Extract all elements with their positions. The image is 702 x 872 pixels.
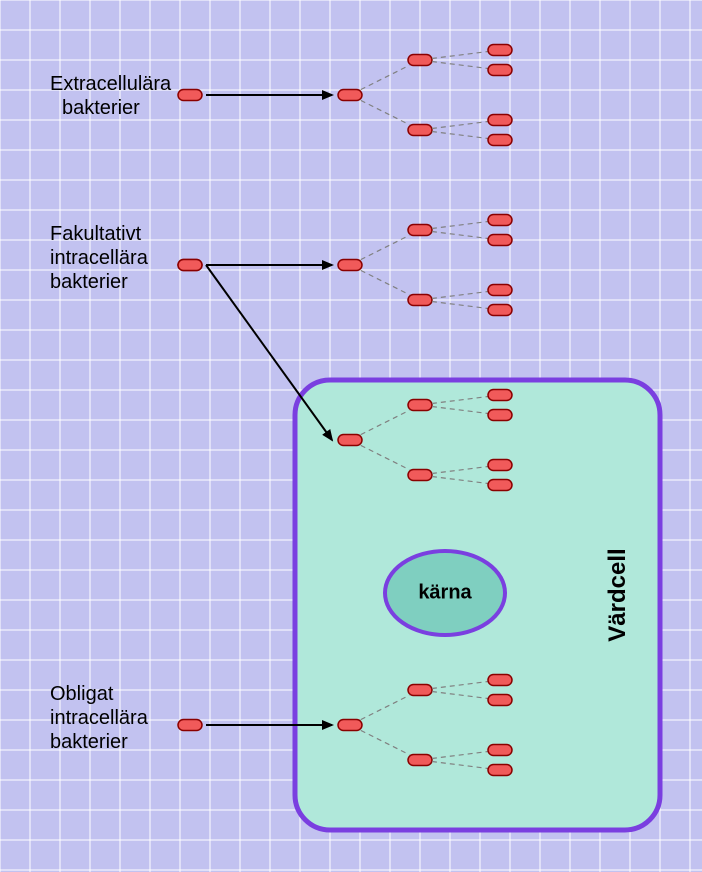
grandchild-bacterium [488,45,512,56]
grandchild-bacterium [488,285,512,296]
label-obligate-line-1: intracellära [50,707,149,729]
child-bacterium [408,55,432,66]
grandchild-bacterium [488,115,512,126]
label-obligate-line-2: bakterier [50,731,128,753]
grandchild-bacterium [488,215,512,226]
child-bacterium [408,225,432,236]
child-bacterium [408,400,432,411]
grandchild-bacterium [488,675,512,686]
origin-bacterium [178,720,202,731]
origin-bacterium [178,260,202,271]
parent-bacterium [338,90,362,101]
child-bacterium [408,295,432,306]
label-facultative-line-2: bakterier [50,271,128,293]
parent-bacterium [338,720,362,731]
grandchild-bacterium [488,765,512,776]
grandchild-bacterium [488,135,512,146]
hostcell-label: Värdcell [604,548,631,641]
grandchild-bacterium [488,305,512,316]
label-extra-line-0: Extracellulära [50,73,172,95]
child-bacterium [408,470,432,481]
label-facultative-line-1: intracellära [50,247,149,269]
nucleus-label: kärna [418,581,472,603]
grandchild-bacterium [488,460,512,471]
child-bacterium [408,125,432,136]
label-extra-line-1: bakterier [62,97,140,119]
origin-bacterium [178,90,202,101]
grandchild-bacterium [488,695,512,706]
parent-bacterium [338,435,362,446]
grandchild-bacterium [488,480,512,491]
child-bacterium [408,755,432,766]
label-facultative-line-0: Fakultativt [50,223,142,245]
child-bacterium [408,685,432,696]
parent-bacterium [338,260,362,271]
grandchild-bacterium [488,65,512,76]
grandchild-bacterium [488,745,512,756]
grandchild-bacterium [488,390,512,401]
grandchild-bacterium [488,410,512,421]
grandchild-bacterium [488,235,512,246]
label-obligate-line-0: Obligat [50,683,114,705]
